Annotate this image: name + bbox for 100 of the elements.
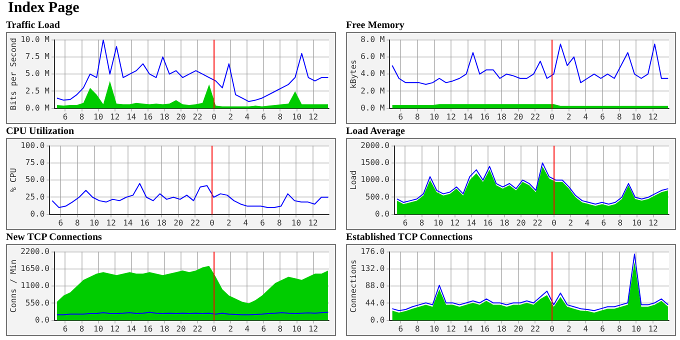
- x-tick-label: 8: [618, 218, 623, 228]
- x-tick-label: 12: [308, 218, 318, 228]
- x-tick-label: 10: [631, 112, 642, 122]
- y-tick-label: 0.0: [35, 315, 50, 324]
- y-tick-label: 0.0 M: [360, 103, 385, 112]
- x-tick-label: 2: [566, 324, 572, 334]
- x-tick-label: 8: [616, 112, 622, 122]
- x-tick-label: 18: [156, 218, 167, 228]
- x-tick-label: 16: [480, 112, 490, 122]
- x-tick-label: 4: [584, 218, 590, 228]
- chart-title: Traffic Load: [6, 20, 61, 32]
- x-tick-label: 20: [176, 324, 186, 334]
- x-tick-label: 0: [212, 112, 217, 122]
- y-tick-label: 0.0: [375, 209, 390, 218]
- x-tick-label: 20: [514, 324, 524, 334]
- y-tick-label: 4.0 M: [360, 69, 385, 78]
- x-tick-label: 2: [228, 112, 234, 122]
- y-tick-label: 2.0 M: [360, 86, 385, 96]
- y-axis-title: Conns / Min: [8, 259, 18, 313]
- x-tick-label: 20: [176, 112, 186, 122]
- x-tick-label: 4: [583, 112, 588, 122]
- x-tick-label: 10: [292, 112, 302, 122]
- x-tick-label: 8: [415, 324, 420, 334]
- x-tick-label: 6: [58, 218, 64, 228]
- x-tick-label: 12: [308, 112, 318, 122]
- x-tick-label: 8: [79, 112, 84, 122]
- x-tick-label: 6: [600, 324, 606, 334]
- y-axis-title: Connections: [348, 259, 358, 313]
- y-axis-title: kBytes: [348, 59, 358, 89]
- chart-title: CPU Utilization: [6, 126, 76, 138]
- x-tick-label: 6: [402, 218, 408, 228]
- x-tick-label: 20: [514, 112, 524, 122]
- y-tick-label: 8.0 M: [360, 34, 385, 44]
- chart-title: Established TCP Connections: [346, 232, 474, 244]
- x-tick-label: 4: [244, 324, 250, 334]
- x-tick-label: 12: [308, 324, 318, 334]
- y-axis-title: Bits per Second: [8, 38, 18, 110]
- x-tick-label: 22: [192, 112, 203, 122]
- y-tick-label: 550.0: [25, 298, 50, 308]
- y-tick-label: 2000.0: [360, 140, 390, 150]
- x-tick-label: 16: [143, 112, 153, 122]
- x-tick-label: 14: [466, 218, 476, 228]
- x-tick-label: 22: [192, 324, 203, 334]
- x-tick-label: 6: [601, 218, 606, 228]
- x-tick-label: 18: [160, 112, 170, 122]
- y-tick-label: 5.0 M: [25, 69, 50, 78]
- x-tick-label: 4: [243, 218, 248, 228]
- y-tick-label: 6.0 M: [360, 52, 385, 62]
- x-tick-label: 8: [278, 112, 283, 122]
- x-tick-label: 12: [110, 324, 120, 334]
- x-tick-label: 10: [94, 324, 104, 334]
- y-tick-label: 1650.0: [20, 264, 50, 274]
- x-tick-label: 22: [530, 112, 540, 122]
- y-tick-label: 500.0: [365, 192, 390, 202]
- y-tick-label: 2200.0: [20, 246, 50, 256]
- y-tick-label: 100.0: [20, 140, 45, 150]
- x-tick-label: 8: [616, 324, 622, 334]
- x-tick-label: 0: [212, 324, 217, 334]
- x-tick-label: 12: [648, 324, 658, 334]
- x-tick-label: 0: [550, 112, 555, 122]
- y-tick-label: 88.0: [365, 281, 385, 290]
- x-tick-label: 12: [648, 218, 658, 228]
- chart-title: Free Memory: [346, 20, 406, 32]
- y-tick-label: 176.0: [360, 246, 385, 256]
- x-tick-label: 18: [496, 324, 507, 334]
- x-tick-label: 10: [291, 218, 302, 228]
- x-tick-label: 18: [160, 324, 170, 334]
- x-tick-label: 10: [434, 218, 444, 228]
- x-tick-label: 6: [398, 112, 404, 122]
- x-tick-label: 2: [226, 218, 232, 228]
- x-tick-label: 6: [600, 112, 606, 122]
- y-tick-label: 132.0: [360, 264, 385, 274]
- x-tick-label: 10: [632, 218, 642, 228]
- x-tick-label: 14: [126, 112, 136, 122]
- x-tick-label: 22: [532, 218, 543, 228]
- x-tick-label: 2: [566, 112, 572, 122]
- x-tick-label: 18: [500, 218, 510, 228]
- x-tick-label: 2: [228, 324, 234, 334]
- x-tick-label: 12: [446, 112, 456, 122]
- x-tick-label: 22: [190, 218, 200, 228]
- y-tick-label: 1100.0: [20, 281, 50, 290]
- x-tick-label: 8: [419, 218, 424, 228]
- y-tick-label: 25.0: [25, 192, 45, 202]
- y-axis-title: % CPU: [8, 168, 18, 192]
- x-tick-label: 16: [143, 324, 153, 334]
- y-tick-label: 50.0: [25, 175, 45, 184]
- x-tick-label: 2: [568, 218, 574, 228]
- x-tick-label: 8: [75, 218, 80, 228]
- x-tick-label: 14: [463, 112, 473, 122]
- y-tick-label: 1500.0: [360, 158, 390, 168]
- x-tick-label: 8: [415, 112, 420, 122]
- chart-title: New TCP Connections: [6, 232, 103, 244]
- x-tick-label: 6: [62, 324, 68, 334]
- y-tick-label: 0.0 M: [25, 103, 50, 112]
- y-tick-label: 1000.0: [360, 175, 390, 184]
- x-tick-label: 10: [429, 112, 440, 122]
- x-tick-label: 6: [260, 218, 266, 228]
- x-tick-label: 14: [126, 324, 136, 334]
- x-tick-label: 0: [552, 218, 557, 228]
- x-tick-label: 10: [429, 324, 440, 334]
